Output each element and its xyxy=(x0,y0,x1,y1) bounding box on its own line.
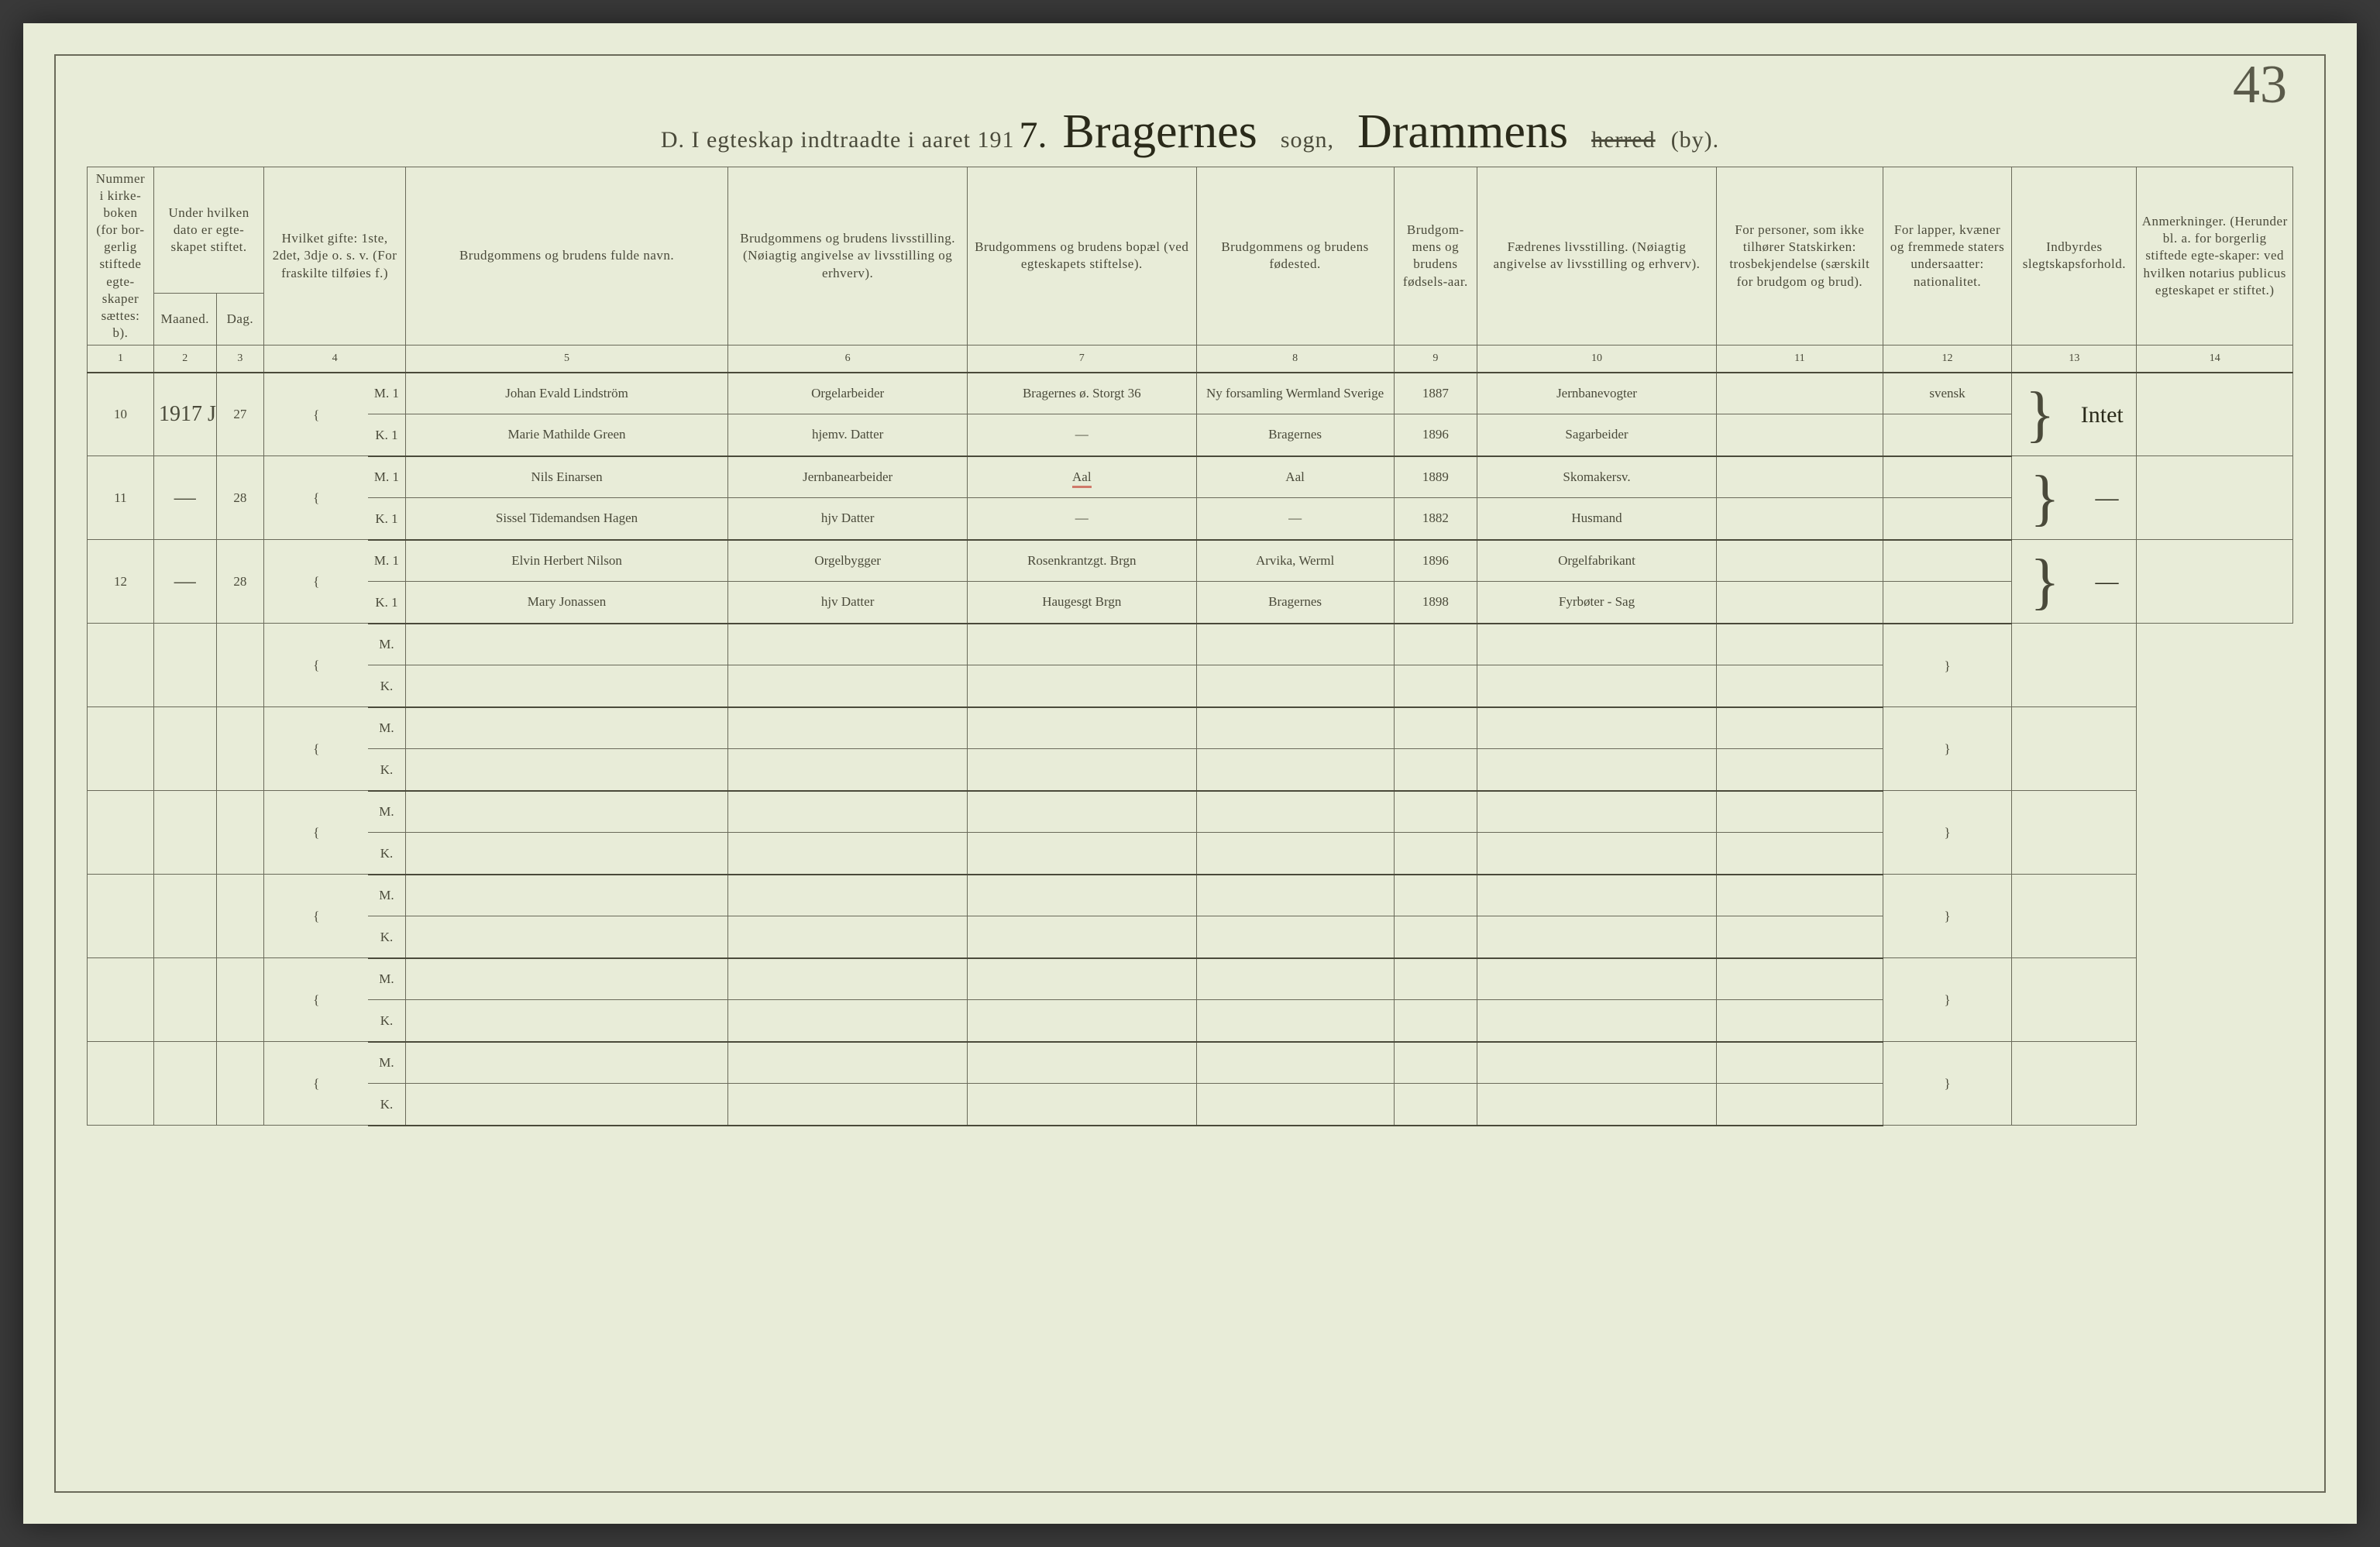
header-by-label: (by). xyxy=(1671,127,1719,153)
col-header: Hvilket gifte: 1ste, 2det, 3dje o. s. v.… xyxy=(264,167,406,345)
brace-icon: }Intet xyxy=(2012,373,2137,456)
mk-label-k: K. 1 xyxy=(368,414,405,456)
document-page: 43 D. I egteskap indtraadte i aaret 1917… xyxy=(23,23,2357,1524)
entry-row-k: K. 1Marie Mathilde Greenhjemv. Datter—Br… xyxy=(88,414,2293,456)
column-number-row: 1 2 3 4 5 6 7 8 9 10 11 12 13 14 xyxy=(88,345,2293,373)
entry-row-k: K. 1Sissel Tidemandsen Hagenhjv Datter——… xyxy=(88,498,2293,540)
empty-row: {M.} xyxy=(88,707,2293,749)
empty-entry-group: {M.}K. xyxy=(88,791,2293,875)
empty-row: {M.} xyxy=(88,875,2293,916)
colnum: 11 xyxy=(1716,345,1883,373)
colnum: 9 xyxy=(1394,345,1477,373)
entry-bopael: Rosenkrantzgt. Brgn xyxy=(968,540,1196,582)
entry-group: 101917 Jan27{M. 1Johan Evald LindströmOr… xyxy=(88,373,2293,456)
mk-label-m: M. 1 xyxy=(368,456,405,498)
mk-label-k: K. 1 xyxy=(368,498,405,540)
empty-entry-group: {M.}K. xyxy=(88,958,2293,1042)
col-subheader-day: Dag. xyxy=(216,293,264,345)
col-header: Brudgommens og brudens livsstilling. (Nø… xyxy=(728,167,968,345)
entry-row-m: 101917 Jan27{M. 1Johan Evald LindströmOr… xyxy=(88,373,2293,414)
entry-row-m: 12—28{M. 1Elvin Herbert NilsonOrgelbygge… xyxy=(88,540,2293,582)
colnum: 3 xyxy=(216,345,264,373)
colnum: 5 xyxy=(405,345,727,373)
col-header: Brudgom-mens og brudens fødsels-aar. xyxy=(1394,167,1477,345)
entry-group: 12—28{M. 1Elvin Herbert NilsonOrgelbygge… xyxy=(88,540,2293,624)
header-district-hw: Drammens xyxy=(1357,105,1568,160)
entry-number: 10 xyxy=(88,373,154,456)
col-header: Brudgommens og brudens fødested. xyxy=(1196,167,1394,345)
col-header: Indbyrdes slegtskapsforhold. xyxy=(2012,167,2137,345)
mk-label-m: M. 1 xyxy=(368,373,405,414)
brace-icon: { xyxy=(264,540,368,624)
entry-bopael: Bragernes ø. Storgt 36 xyxy=(968,373,1196,414)
empty-entry-group: {M.}K. xyxy=(88,875,2293,958)
empty-entry-group: {M.}K. xyxy=(88,624,2293,707)
colnum: 14 xyxy=(2137,345,2293,373)
entry-row-k: K. 1Mary Jonassenhjv DatterHaugesgt Brgn… xyxy=(88,582,2293,624)
empty-entry-group: {M.}K. xyxy=(88,707,2293,791)
colnum: 7 xyxy=(968,345,1196,373)
mk-label-m: M. 1 xyxy=(368,540,405,582)
colnum: 12 xyxy=(1883,345,2012,373)
col-header: Brudgommens og brudens fulde navn. xyxy=(405,167,727,345)
brace-icon: { xyxy=(264,456,368,540)
empty-row: {M.} xyxy=(88,1042,2293,1084)
header-line: D. I egteskap indtraadte i aaret 1917. B… xyxy=(85,105,2295,151)
empty-entry-group: {M.}K. xyxy=(88,1042,2293,1126)
mk-label-k: K. 1 xyxy=(368,582,405,624)
entry-number: 11 xyxy=(88,456,154,540)
brace-icon: }— xyxy=(2012,456,2137,540)
entry-bopael: Aal xyxy=(968,456,1196,498)
colnum: 13 xyxy=(2012,345,2137,373)
header-prefix: D. I egteskap indtraadte i aaret 191 xyxy=(661,127,1015,153)
entry-row-m: 11—28{M. 1Nils EinarsenJernbanearbeiderA… xyxy=(88,456,2293,498)
colnum: 8 xyxy=(1196,345,1394,373)
colnum: 10 xyxy=(1477,345,1717,373)
header-sogn-label: sogn, xyxy=(1281,127,1334,153)
header-herred-label: herred xyxy=(1591,127,1656,153)
empty-row: {M.} xyxy=(88,624,2293,665)
colnum: 6 xyxy=(728,345,968,373)
header-year-hw: 7. xyxy=(1019,114,1047,156)
col-subheader-month: Maaned. xyxy=(153,293,216,345)
entry-month: — xyxy=(153,540,216,624)
entry-group: 11—28{M. 1Nils EinarsenJernbanearbeiderA… xyxy=(88,456,2293,540)
empty-row: {M.} xyxy=(88,791,2293,833)
entry-month: — xyxy=(153,456,216,540)
empty-row: {M.} xyxy=(88,958,2293,1000)
table-header: Nummer i kirke-boken (for bor-gerlig sti… xyxy=(88,167,2293,373)
entry-day: 28 xyxy=(216,540,264,624)
colnum: 4 xyxy=(264,345,406,373)
brace-icon: }— xyxy=(2012,540,2137,624)
col-header: Fædrenes livsstilling. (Nøiagtig angivel… xyxy=(1477,167,1717,345)
col-header: For personer, som ikke tilhører Statskir… xyxy=(1716,167,1883,345)
col-header: Anmerkninger. (Herunder bl. a. for borge… xyxy=(2137,167,2293,345)
register-table: Nummer i kirke-boken (for bor-gerlig sti… xyxy=(87,167,2293,1126)
entry-day: 27 xyxy=(216,373,264,456)
header-parish-hw: Bragernes xyxy=(1062,105,1257,160)
col-header: Nummer i kirke-boken (for bor-gerlig sti… xyxy=(88,167,154,345)
entry-day: 28 xyxy=(216,456,264,540)
colnum: 2 xyxy=(153,345,216,373)
col-header: Under hvilken dato er egte-skapet stifte… xyxy=(153,167,263,294)
col-header: For lapper, kvæner og fremmede staters u… xyxy=(1883,167,2012,345)
entry-month: 1917 Jan xyxy=(153,373,216,456)
col-header: Brudgommens og brudens bopæl (ved egtesk… xyxy=(968,167,1196,345)
entry-number: 12 xyxy=(88,540,154,624)
colnum: 1 xyxy=(88,345,154,373)
brace-icon: { xyxy=(264,373,368,456)
